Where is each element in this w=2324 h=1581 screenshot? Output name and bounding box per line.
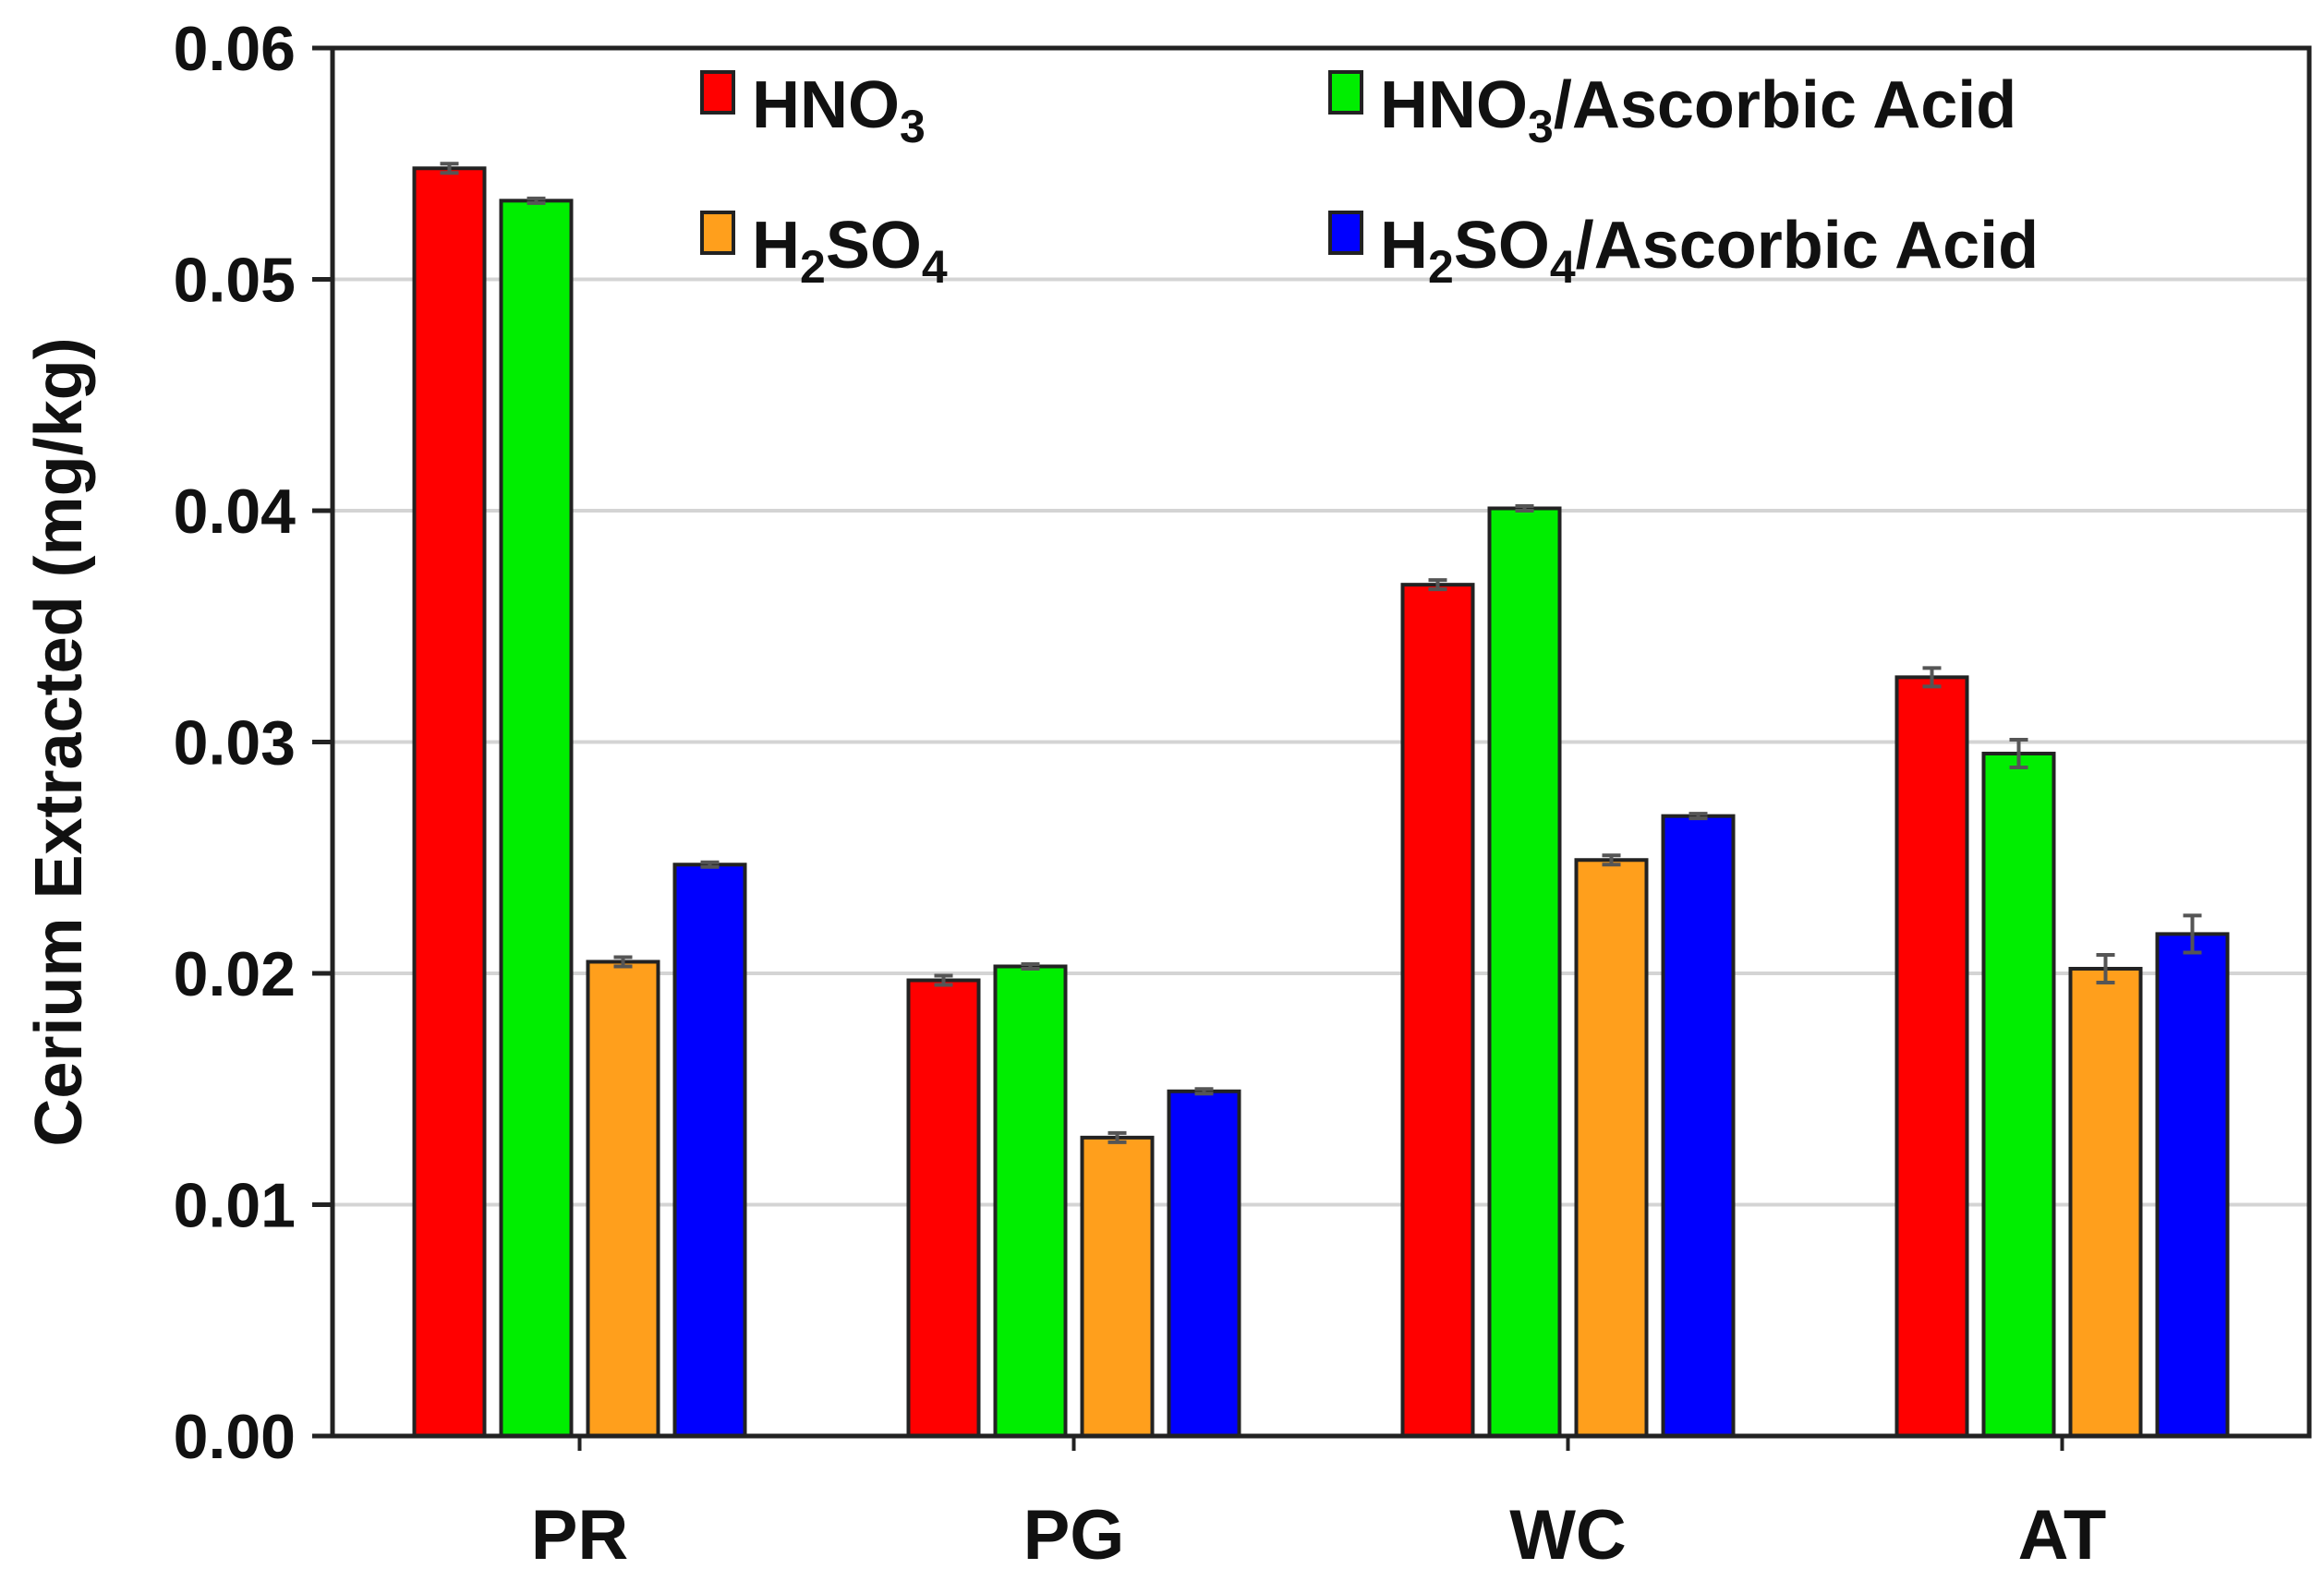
y-tick-label: 0.04 (174, 477, 297, 547)
y-tick-label: 0.02 (174, 939, 296, 1009)
bar-AT-0 (1894, 675, 1969, 1438)
y-tick-label: 0.06 (174, 14, 296, 84)
bar-PR-3 (672, 863, 747, 1438)
y-axis-title: Cerium Extracted (mg/kg) (22, 337, 96, 1146)
bar-PR-2 (586, 959, 660, 1438)
bar-PG-2 (1080, 1135, 1155, 1438)
legend-swatch-0 (700, 70, 735, 115)
bar-AT-1 (1981, 752, 2056, 1438)
legend-swatch-1 (1328, 70, 1363, 115)
legend-label-2: H2SO4 (752, 209, 948, 293)
bar-AT-2 (2068, 966, 2143, 1438)
bar-PG-3 (1167, 1089, 1241, 1438)
bar-WC-2 (1574, 858, 1649, 1438)
legend-swatch-2 (700, 211, 735, 255)
bar-WC-0 (1400, 583, 1475, 1438)
bar-AT-3 (2155, 932, 2230, 1438)
y-tick-label: 0.05 (174, 246, 296, 316)
legend-label-0: HNO3 (752, 68, 926, 152)
x-tick-label: WC (1509, 1496, 1627, 1575)
bar-WC-3 (1661, 814, 1736, 1438)
y-tick-label: 0.00 (174, 1402, 296, 1472)
legend-label-3: H2SO4/Ascorbic Acid (1380, 209, 2039, 293)
bar-PG-1 (993, 964, 1068, 1438)
bar-WC-1 (1487, 506, 1562, 1438)
x-tick-label: PR (531, 1496, 629, 1575)
legend-label-1: HNO3/Ascorbic Acid (1380, 68, 2016, 152)
y-tick-label: 0.01 (174, 1171, 296, 1241)
bar-PR-0 (412, 166, 487, 1438)
x-tick-label: PG (1023, 1496, 1125, 1575)
legend-swatch-3 (1328, 211, 1363, 255)
bar-PG-0 (906, 978, 981, 1438)
y-tick-label: 0.03 (174, 708, 296, 778)
x-tick-label: AT (2018, 1496, 2107, 1575)
bar-PR-1 (499, 199, 574, 1439)
